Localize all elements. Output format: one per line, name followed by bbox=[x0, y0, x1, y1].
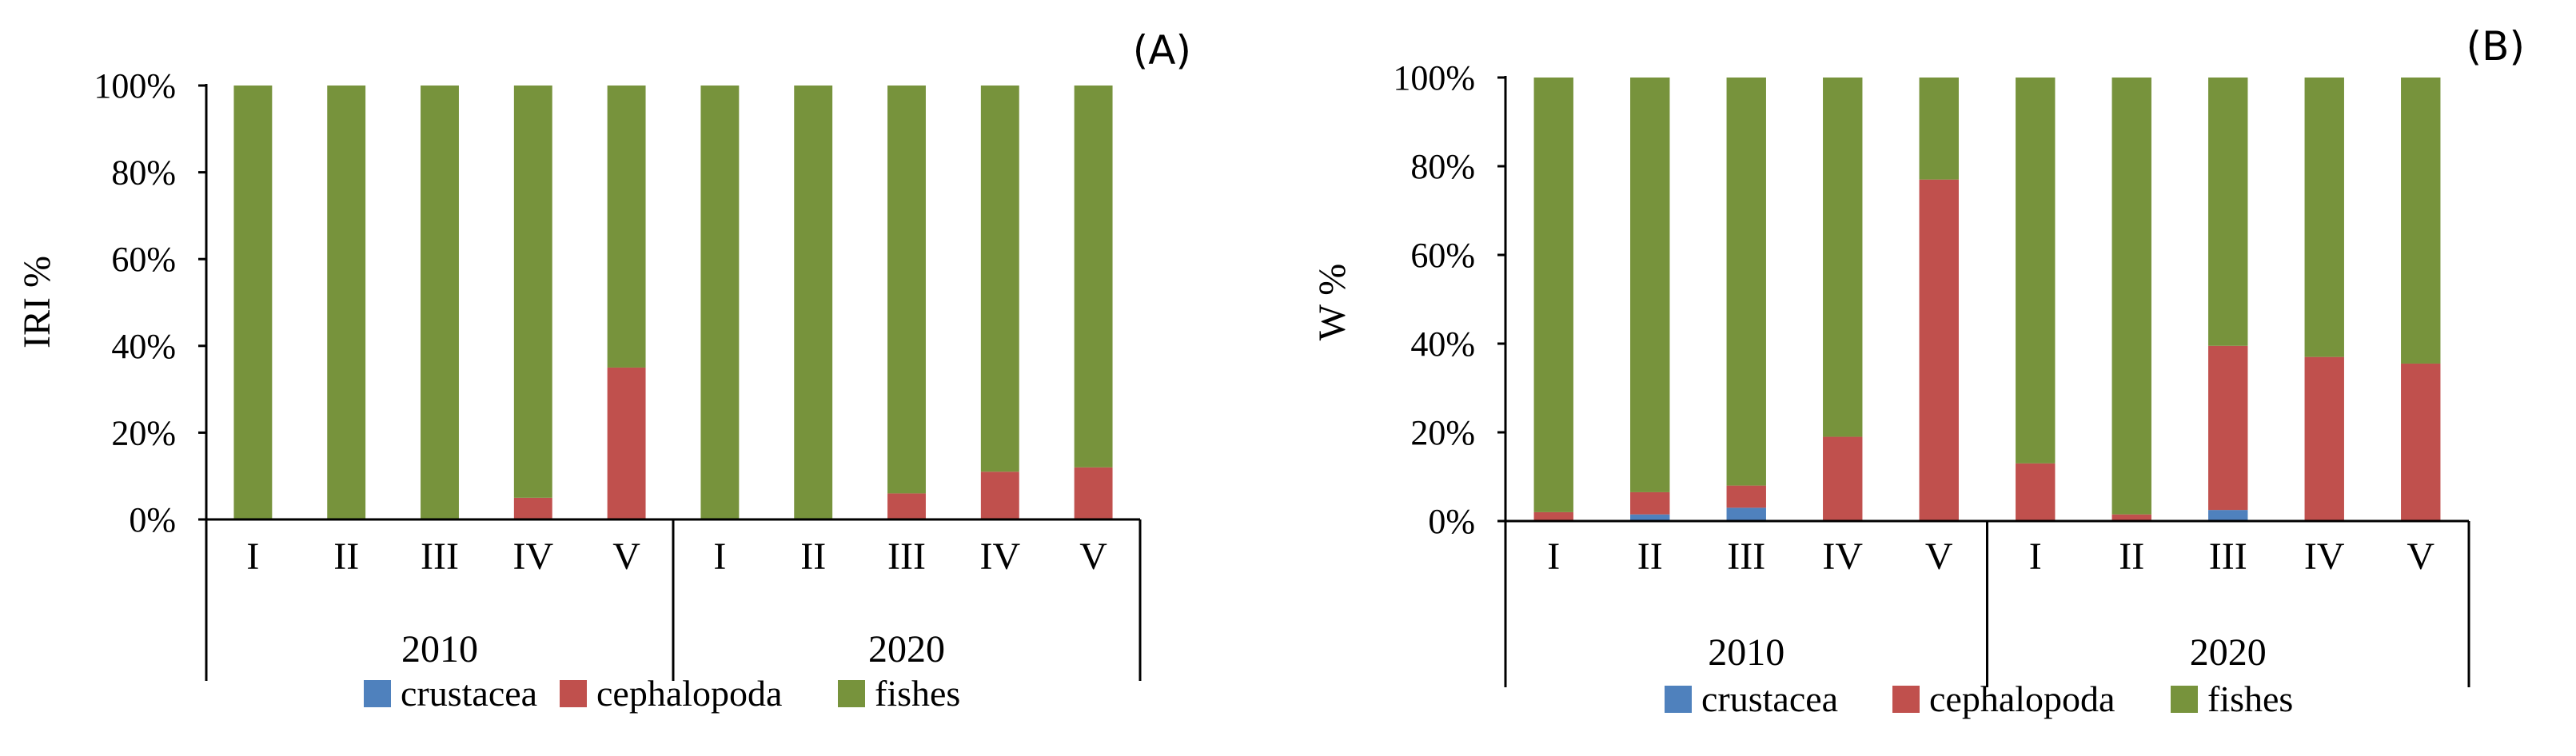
y-axis-label: W % bbox=[1311, 264, 1354, 340]
legend-swatch-crustacea bbox=[1665, 686, 1692, 713]
legend-label-cephalopoda: cephalopoda bbox=[1929, 678, 2115, 719]
bar-cephalopoda bbox=[980, 472, 1019, 519]
legend-swatch-crustacea bbox=[364, 680, 391, 707]
bar-fishes bbox=[2016, 78, 2056, 464]
bar-cephalopoda bbox=[607, 367, 646, 519]
y-tick-label: 0% bbox=[129, 500, 176, 539]
x-group-label: 2020 bbox=[868, 628, 945, 670]
bar-fishes bbox=[2208, 78, 2248, 346]
y-tick-label: 100% bbox=[1393, 58, 1475, 97]
bar-cephalopoda bbox=[1630, 491, 1670, 515]
y-axis-label: IRI % bbox=[16, 256, 58, 348]
panel-a: 0%20%40%60%80%100%IRI %I II III IV V I II III IV… bbox=[16, 27, 1191, 714]
bar-cephalopoda bbox=[2208, 345, 2248, 511]
bar-crustacea bbox=[1726, 507, 1766, 521]
bar-cephalopoda bbox=[1533, 511, 1573, 521]
x-category-label: IV bbox=[2304, 535, 2345, 578]
bar-fishes bbox=[1726, 78, 1766, 486]
x-category-label: III bbox=[421, 535, 459, 578]
x-category-label: I bbox=[713, 535, 726, 578]
legend-label-fishes: fishes bbox=[2207, 678, 2293, 719]
x-category-label: I bbox=[246, 535, 259, 578]
x-category-label: I bbox=[2029, 535, 2042, 578]
bar-fishes bbox=[1919, 78, 1959, 180]
y-tick-label: 80% bbox=[111, 153, 176, 193]
bar-fishes bbox=[794, 86, 833, 519]
panel-label: (B) bbox=[2466, 23, 2525, 70]
y-tick-label: 20% bbox=[1410, 413, 1475, 452]
bar-cephalopoda bbox=[1726, 485, 1766, 508]
bar-cephalopoda bbox=[2016, 463, 2056, 521]
x-category-label: III bbox=[2209, 535, 2247, 578]
x-category-label: II bbox=[333, 535, 359, 578]
legend-swatch-fishes bbox=[2171, 686, 2198, 713]
legend-swatch-fishes bbox=[838, 680, 865, 707]
x-category-label: V bbox=[1925, 535, 1953, 578]
x-category-label: III bbox=[1727, 535, 1765, 578]
bar-fishes bbox=[980, 86, 1019, 472]
bar-fishes bbox=[1533, 78, 1573, 512]
bar-fishes bbox=[233, 86, 273, 519]
x-category-label: II bbox=[2119, 535, 2144, 578]
y-tick-label: 60% bbox=[111, 240, 176, 279]
bar-cephalopoda bbox=[2401, 363, 2441, 521]
bar-cephalopoda bbox=[1919, 179, 1959, 521]
x-category-label: IV bbox=[512, 535, 553, 578]
bar-fishes bbox=[513, 86, 552, 498]
legend-label-cephalopoda: cephalopoda bbox=[596, 673, 782, 714]
legend-label-crustacea: crustacea bbox=[401, 673, 537, 714]
y-tick-label: 40% bbox=[111, 327, 176, 366]
x-category-label: II bbox=[800, 535, 826, 578]
x-category-label: IV bbox=[979, 535, 1020, 578]
x-group-label: 2010 bbox=[401, 628, 478, 670]
bar-cephalopoda bbox=[1074, 467, 1113, 519]
bar-crustacea bbox=[1630, 514, 1670, 521]
x-group-label: 2010 bbox=[1708, 631, 1784, 674]
x-category-label: V bbox=[612, 535, 640, 578]
bar-cephalopoda bbox=[2304, 356, 2344, 521]
bar-fishes bbox=[2304, 78, 2344, 357]
legend-label-fishes: fishes bbox=[875, 673, 960, 714]
x-group-label: 2020 bbox=[2190, 631, 2267, 674]
bar-cephalopoda bbox=[513, 497, 552, 519]
bar-fishes bbox=[1630, 78, 1670, 492]
x-category-label: IV bbox=[1822, 535, 1863, 578]
bar-fishes bbox=[1074, 86, 1113, 468]
panel-b: 0%20%40%60%80%100%W %I II III IV V I II III IV V2… bbox=[1311, 23, 2525, 719]
bar-fishes bbox=[421, 86, 459, 519]
panel-label: (A) bbox=[1133, 27, 1191, 74]
y-tick-label: 20% bbox=[111, 413, 176, 452]
bar-crustacea bbox=[2208, 510, 2248, 521]
bar-fishes bbox=[2401, 78, 2441, 364]
y-tick-label: 100% bbox=[94, 66, 176, 105]
y-tick-label: 60% bbox=[1410, 236, 1475, 275]
x-category-label: V bbox=[1079, 535, 1107, 578]
bar-fishes bbox=[1823, 78, 1863, 437]
x-category-label: V bbox=[2407, 535, 2434, 578]
x-category-label: III bbox=[887, 535, 926, 578]
bar-fishes bbox=[887, 86, 926, 494]
x-category-label: II bbox=[1637, 535, 1663, 578]
bar-cephalopoda bbox=[2111, 514, 2151, 521]
bar-fishes bbox=[607, 86, 646, 368]
bar-cephalopoda bbox=[1823, 436, 1863, 521]
y-tick-label: 0% bbox=[1428, 502, 1475, 541]
bar-fishes bbox=[2111, 78, 2151, 515]
legend-swatch-cephalopoda bbox=[1892, 686, 1920, 713]
x-category-label: I bbox=[1547, 535, 1560, 578]
bar-fishes bbox=[700, 86, 740, 519]
legend-swatch-cephalopoda bbox=[560, 680, 587, 707]
y-tick-label: 80% bbox=[1410, 147, 1475, 186]
bar-fishes bbox=[327, 86, 366, 519]
legend-label-crustacea: crustacea bbox=[1701, 678, 1838, 719]
bar-cephalopoda bbox=[887, 493, 926, 519]
y-tick-label: 40% bbox=[1410, 324, 1475, 364]
